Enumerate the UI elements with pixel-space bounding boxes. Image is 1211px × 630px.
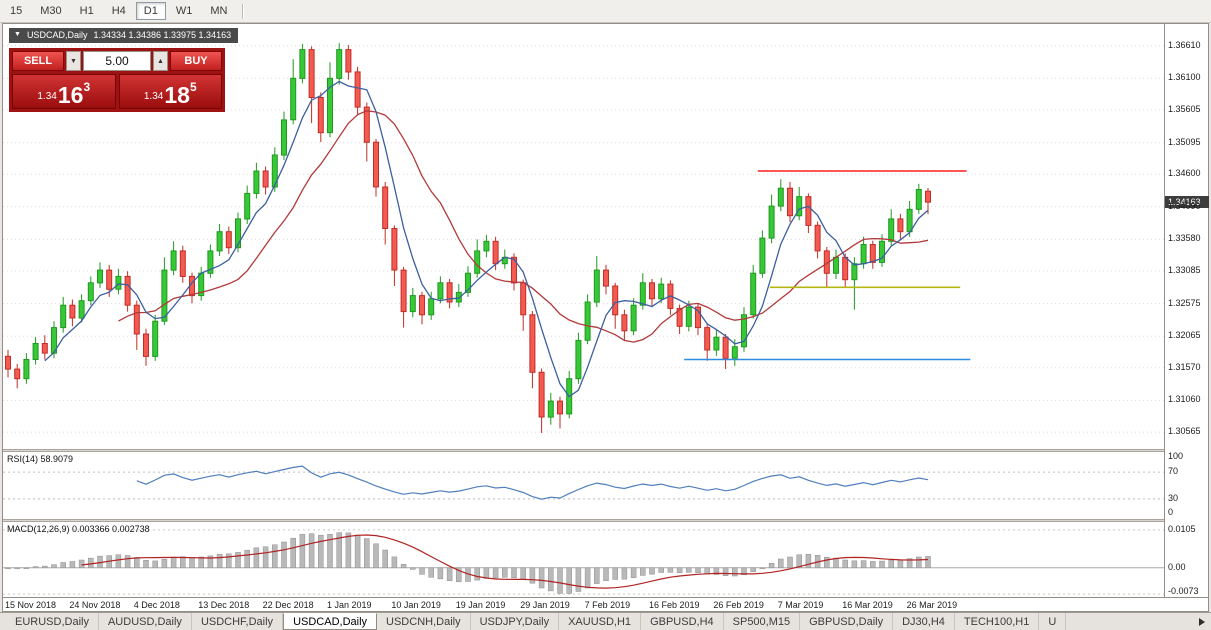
one-click-trade-widget: SELL ▼ ▲ BUY 1.34 16 3 1.34 18 5 (9, 48, 225, 112)
timeframe-button-w1[interactable]: W1 (175, 5, 193, 17)
price-tick-label: 1.35605 (1168, 103, 1201, 114)
macd-label: MACD(12,26,9) 0.003366 0.002738 (7, 524, 150, 534)
panel-splitter[interactable] (3, 519, 1208, 522)
buy-price-pips: 18 (164, 82, 190, 108)
chart-symbol-label: USDCAD,Daily (26, 30, 88, 40)
time-tick-label: 26 Mar 2019 (906, 600, 958, 610)
chart-tab-u[interactable]: U (1039, 613, 1067, 630)
volume-increase-icon[interactable]: ▲ (153, 51, 168, 71)
current-price-badge: 1.34163 (1165, 196, 1209, 208)
macd-signal-line (81, 534, 929, 589)
chart-tab-gbpusd-daily[interactable]: GBPUSD,Daily (800, 613, 894, 630)
timeframe-button-d1[interactable]: D1 (135, 2, 166, 20)
time-tick-label: 26 Feb 2019 (713, 600, 764, 610)
timeframe-button-h1[interactable]: H1 (79, 5, 94, 17)
timeframe-button-m30[interactable]: M30 (40, 5, 62, 17)
price-tick-label: 1.30565 (1168, 426, 1201, 437)
buy-price-fraction: 5 (189, 80, 197, 94)
price-chart-canvas[interactable] (3, 24, 1164, 449)
volume-decrease-icon[interactable]: ▼ (66, 51, 81, 71)
sell-price-prefix: 1.34 (37, 91, 57, 102)
chart-tab-sp500-m15[interactable]: SP500,M15 (724, 613, 801, 630)
macd-tick-label: 0.0105 (1168, 523, 1196, 534)
rsi-indicator-panel[interactable]: RSI(14) 58.9079 (3, 452, 1164, 519)
price-axis[interactable]: 1.34163 1.36610 1.36100 1.35605 1.35095 1.34… (1164, 24, 1209, 597)
sell-price-button[interactable]: 1.34 16 3 (12, 74, 116, 109)
time-tick-label: 4 Dec 2018 (133, 600, 180, 610)
time-tick-label: 7 Feb 2019 (584, 600, 631, 610)
price-tick-label: 1.34600 (1168, 168, 1201, 179)
price-tick-label: 1.33580 (1168, 233, 1201, 244)
macd-tick-label: 0.00 (1168, 561, 1186, 572)
time-tick-label: 29 Jan 2019 (520, 600, 570, 610)
macd-indicator-panel[interactable]: MACD(12,26,9) 0.003366 0.002738 (3, 522, 1164, 597)
chart-tab-usdchf-daily[interactable]: USDCHF,Daily (192, 613, 284, 630)
time-axis[interactable]: 15 Nov 2018 24 Nov 2018 4 Dec 2018 13 Dec 2… (3, 597, 1208, 611)
time-tick-label: 7 Mar 2019 (777, 600, 824, 610)
time-tick-label: 1 Jan 2019 (327, 600, 372, 610)
sell-price-fraction: 3 (83, 80, 91, 94)
ma-slow-line (118, 110, 929, 343)
chart-symbol-strip: ▼ USDCAD,Daily 1.34334 1.34386 1.33975 1… (9, 28, 239, 43)
chart-tab-eurusd-daily[interactable]: EURUSD,Daily (6, 613, 99, 630)
rsi-line (136, 465, 929, 500)
buy-price-button[interactable]: 1.34 18 5 (118, 74, 222, 109)
tab-scroll-right-button[interactable] (1193, 613, 1211, 630)
chart-tab-dj30-h4[interactable]: DJ30,H4 (893, 613, 955, 630)
ma-fast-line (44, 80, 929, 398)
chart-tab-usdcnh-daily[interactable]: USDCNH,Daily (377, 613, 471, 630)
timeframe-button-mn[interactable]: MN (210, 5, 228, 17)
chart-tab-usdjpy-daily[interactable]: USDJPY,Daily (471, 613, 560, 630)
panel-splitter[interactable] (3, 449, 1208, 452)
rsi-tick-label: 30 (1168, 492, 1179, 503)
sell-price-pips: 16 (57, 82, 84, 108)
time-tick-label: 22 Dec 2018 (262, 600, 314, 610)
buy-button[interactable]: BUY (170, 51, 222, 71)
macd-tick-label: -0.0073 (1168, 586, 1199, 596)
chart-tab-bar: EURUSD,Daily AUDUSD,Daily USDCHF,Daily USDC… (0, 612, 1211, 630)
buy-price-prefix: 1.34 (143, 91, 164, 102)
price-chart-panel[interactable]: ▼ USDCAD,Daily 1.34334 1.34386 1.33975 1… (3, 24, 1164, 449)
right-arrow-icon (1199, 617, 1205, 626)
timeframe-button-h4[interactable]: H4 (111, 5, 126, 17)
rsi-tick-label: 100 (1168, 451, 1184, 461)
rsi-tick-label: 70 (1168, 466, 1179, 477)
rsi-tick-label: 0 (1168, 507, 1174, 517)
chart-area: ▼ USDCAD,Daily 1.34334 1.34386 1.33975 1… (2, 23, 1209, 612)
rsi-label: RSI(14) 58.9079 (7, 454, 74, 464)
timeframe-button-15[interactable]: 15 (10, 5, 23, 17)
sell-button[interactable]: SELL (12, 51, 64, 71)
time-tick-label: 13 Dec 2018 (198, 600, 250, 610)
time-tick-label: 10 Jan 2019 (391, 600, 441, 610)
price-tick-label: 1.34090 (1168, 200, 1201, 211)
price-tick-label: 1.31060 (1168, 394, 1201, 405)
time-tick-label: 16 Feb 2019 (649, 600, 700, 610)
price-tick-label: 1.32575 (1168, 297, 1201, 308)
price-tick-label: 1.32065 (1168, 330, 1201, 341)
price-tick-label: 1.35095 (1168, 136, 1201, 147)
rsi-canvas[interactable] (3, 452, 1164, 519)
ohlc-readout: 1.34334 1.34386 1.33975 1.34163 (93, 30, 232, 40)
toolbar-separator (242, 3, 245, 19)
price-tick-label: 1.36100 (1168, 72, 1201, 83)
chart-tab-xauusd-h1[interactable]: XAUUSD,H1 (559, 613, 642, 630)
macd-canvas[interactable] (3, 522, 1164, 597)
chart-tab-tech100-h1[interactable]: TECH100,H1 (955, 613, 1040, 630)
chart-tab-audusd-daily[interactable]: AUDUSD,Daily (99, 613, 192, 630)
volume-input[interactable] (83, 51, 151, 71)
timeframe-toolbar: 15 M30 H1 H4 D1 W1 MN (0, 0, 1211, 23)
chart-tab-gbpusd-h4[interactable]: GBPUSD,H4 (641, 613, 724, 630)
collapse-trade-panel-icon[interactable]: ▼ (14, 31, 21, 38)
price-tick-label: 1.31570 (1168, 361, 1201, 372)
time-tick-label: 16 Mar 2019 (842, 600, 893, 610)
macd-histogram (5, 532, 931, 594)
price-tick-label: 1.36610 (1168, 39, 1201, 50)
price-tick-label: 1.33085 (1168, 265, 1201, 275)
chart-tab-usdcad-daily[interactable]: USDCAD,Daily (283, 613, 378, 630)
time-tick-label: 19 Jan 2019 (455, 600, 506, 610)
time-tick-label: 24 Nov 2018 (69, 600, 121, 610)
time-tick-label: 15 Nov 2018 (5, 600, 57, 610)
